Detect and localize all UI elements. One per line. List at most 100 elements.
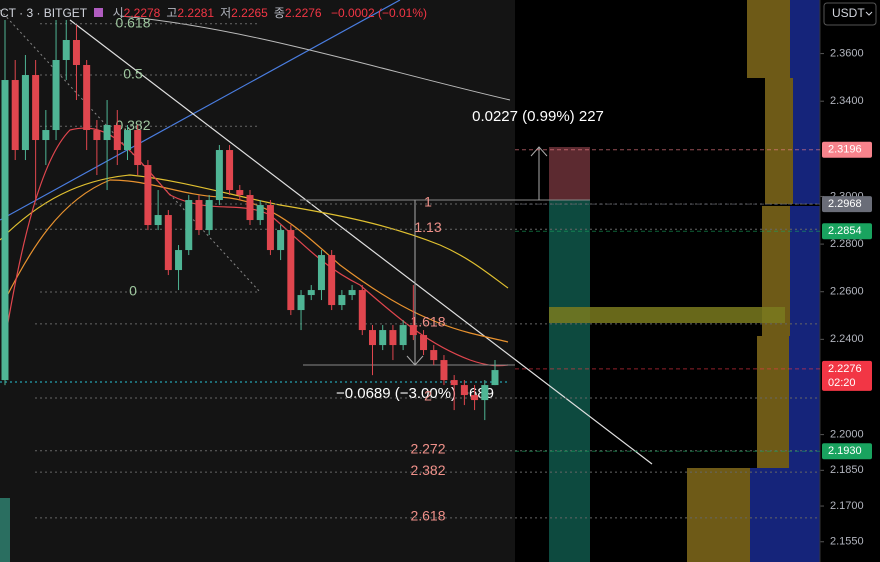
price-label: 2.2854 [828, 225, 862, 237]
candle-body [256, 205, 264, 221]
candle-body [307, 290, 315, 296]
target-box [549, 147, 590, 200]
candle-body [72, 40, 80, 66]
y-tick-label: 2.2600 [830, 286, 864, 298]
ohlc-key: 종 [273, 6, 285, 20]
legend-header: CT · 3 · BITGET 시2.2278 고2.2281 저2.2265 종2.… [0, 4, 427, 21]
ohlc-value: 2.2265 [231, 6, 268, 20]
price-label: 2.2968 [828, 198, 862, 210]
candle-body [144, 165, 152, 226]
candle-body [338, 295, 346, 306]
measure-arrowhead [406, 355, 424, 366]
volume-profile [747, 0, 790, 78]
candle-body [134, 130, 142, 166]
candle-body [266, 205, 274, 251]
price-label: 2.2276 [828, 363, 862, 375]
change: −0.0002 (−0.01%) [330, 6, 428, 20]
ma-fast [4, 127, 509, 367]
candle-body [246, 195, 254, 221]
price-label: 2.3196 [828, 144, 862, 156]
ohlc-value: 2.2281 [177, 6, 215, 20]
measure-label: −0.0689 (−3.00%) −689 [336, 385, 494, 402]
volume-profile [765, 78, 793, 204]
volume-profile [793, 78, 820, 204]
candle-body [491, 370, 499, 386]
volume-profile [790, 206, 820, 336]
y-tick-label: 2.3600 [830, 47, 864, 59]
candle-body [369, 330, 376, 346]
candle-body [83, 65, 91, 131]
y-tick-label: 2.3400 [830, 95, 864, 107]
candle-body [287, 230, 295, 311]
candle-body [481, 385, 489, 401]
symbol: CT · 3 · BITGET [0, 6, 87, 20]
candle-body [103, 125, 111, 141]
fib-label: 0.618 [115, 14, 150, 30]
candle-body [42, 130, 50, 141]
candle-body [164, 215, 172, 271]
candle-body [317, 255, 325, 291]
candle-body [460, 385, 468, 396]
candle-body [93, 130, 101, 141]
candle-body [52, 60, 60, 131]
candle-body [62, 40, 70, 61]
fib-label: 2.382 [410, 462, 445, 478]
fib-label: 1 [424, 194, 432, 210]
price-label-bg [822, 360, 872, 391]
ohlc-key: 고 [166, 6, 178, 20]
currency-button[interactable] [823, 2, 877, 26]
ma-slow [0, 174, 509, 289]
ohlc-key: 시 [112, 6, 124, 20]
candle-body [430, 350, 438, 361]
axis-background [820, 0, 880, 562]
fib-label: 2 [424, 388, 432, 404]
volume-bar [0, 498, 10, 562]
candle-body [175, 250, 183, 271]
stop-box [549, 200, 590, 562]
candle-body [236, 190, 244, 196]
candle-body [420, 335, 428, 351]
candle-body [124, 130, 131, 151]
candle-body [195, 200, 203, 231]
fib-label: 2.272 [410, 440, 445, 456]
candle-body [11, 80, 19, 151]
fib-label: 0.5 [123, 66, 143, 82]
fib-label: 1.618 [410, 314, 445, 330]
volume-profile [789, 336, 820, 468]
candle-body [215, 150, 223, 201]
trendline [69, 19, 653, 465]
price-label-bg [822, 223, 872, 240]
candle-body [1, 80, 9, 381]
candle-body [32, 75, 40, 141]
y-tick-label: 2.1700 [830, 500, 864, 512]
candle-body [399, 325, 407, 346]
ohlc-value: 2.2278 [123, 6, 161, 20]
price-label: 2.1930 [828, 445, 862, 457]
fib-label: 0.382 [115, 117, 150, 133]
candle-body [450, 380, 458, 386]
candle-body [185, 200, 193, 251]
measure-arrowhead [530, 146, 548, 157]
icon[interactable] [94, 8, 104, 17]
price-label-bg [822, 196, 872, 213]
long-ma [119, 15, 511, 101]
candle-body [440, 360, 448, 381]
y-tick-label: 2.1850 [830, 464, 864, 476]
dropdown-icon[interactable] [865, 11, 873, 16]
candle-body [409, 325, 417, 336]
price-label-bg [822, 443, 872, 460]
currency-label[interactable]: USDT [832, 6, 865, 20]
candle-body [471, 395, 479, 401]
price-label-bg [822, 141, 872, 158]
volume-profile [757, 336, 789, 468]
trendline [0, 0, 401, 221]
candle-body [389, 330, 397, 346]
candle-body [205, 200, 213, 231]
candle-body [379, 330, 387, 346]
candle-body [226, 150, 234, 191]
candle-body [348, 290, 356, 296]
fib-label: 0 [129, 283, 137, 299]
zone-band [549, 307, 785, 323]
